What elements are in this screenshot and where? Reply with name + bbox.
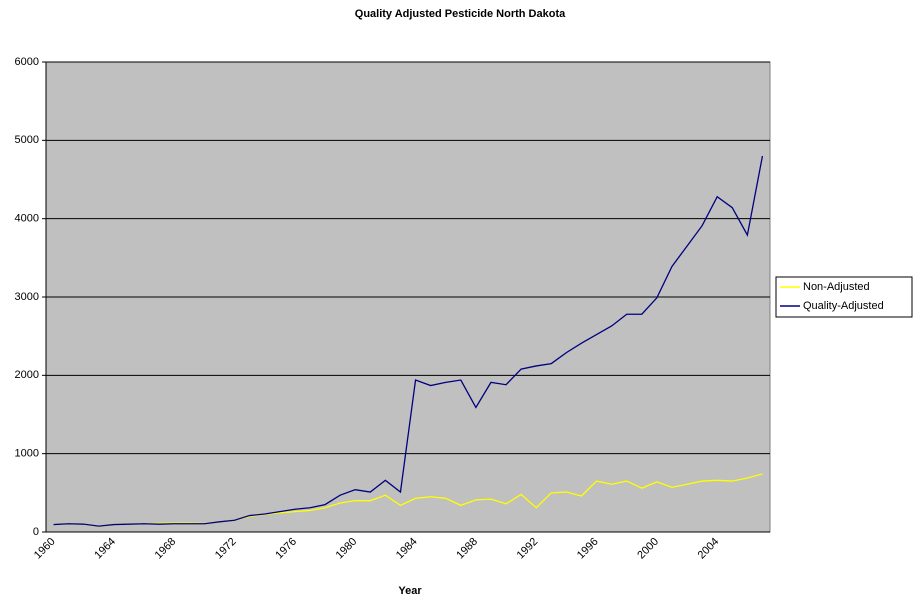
x-tick-label: 1980 [334, 536, 360, 562]
y-tick-label: 0 [33, 526, 39, 538]
legend-box [775, 276, 913, 318]
legend-label: Non-Adjusted [803, 281, 870, 293]
x-tick-label: 2004 [696, 536, 722, 562]
y-tick-label: 3000 [15, 291, 39, 303]
y-tick-label: 4000 [15, 213, 39, 225]
chart-title: Quality Adjusted Pesticide North Dakota [355, 8, 566, 20]
y-tick-label: 6000 [15, 56, 39, 68]
x-tick-label: 1984 [394, 536, 420, 562]
legend-label: Quality-Adjusted [803, 300, 884, 312]
x-tick-label: 1968 [153, 536, 179, 562]
x-tick-label: 1972 [213, 536, 239, 562]
x-tick-label: 1992 [515, 536, 541, 562]
y-tick-label: 2000 [15, 369, 39, 381]
x-tick-label: 1960 [32, 536, 58, 562]
x-tick-label: 1964 [92, 536, 118, 562]
x-axis-label: Year [398, 585, 422, 597]
x-tick-label: 1988 [454, 536, 480, 562]
line-series [53, 473, 763, 527]
line-series [53, 155, 764, 527]
y-tick-label: 1000 [15, 448, 39, 460]
x-tick-label: 1976 [273, 536, 299, 562]
x-tick-label: 1996 [575, 536, 601, 562]
x-tick-label: 2000 [635, 536, 661, 562]
y-tick-label: 5000 [15, 134, 39, 146]
